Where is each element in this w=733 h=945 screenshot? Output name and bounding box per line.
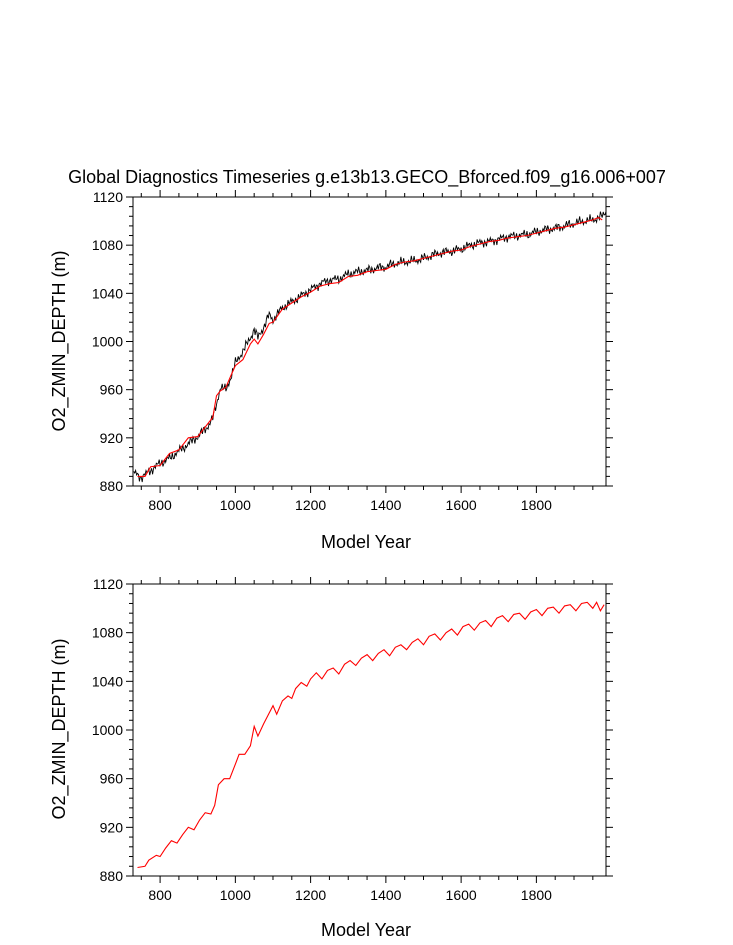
x-axis-label-bottom: Model Year: [321, 920, 411, 940]
x-tick-label: 1200: [295, 497, 326, 513]
y-tick-label: 920: [100, 430, 124, 446]
x-tick-label: 1600: [446, 887, 477, 903]
plot-frame: [132, 583, 607, 877]
x-tick-label: 800: [148, 887, 172, 903]
chart-title: Global Diagnostics Timeseries g.e13b13.G…: [68, 167, 666, 188]
y-tick-label: 1000: [92, 334, 123, 350]
plot-bottom: 800 1000 1200 1400 1600 1800 880 920 960 1000 1040…: [92, 576, 613, 903]
y-tick-label: 880: [100, 868, 124, 884]
x-tick-label: 1400: [370, 497, 401, 513]
x-tick-label: 1200: [295, 887, 326, 903]
y-tick-label: 1120: [93, 576, 123, 592]
y-tick-label: 1040: [92, 673, 123, 689]
series-line-annual-mean: [137, 216, 603, 477]
y-tick-label: 960: [100, 771, 124, 787]
y-tick-label: 1040: [92, 285, 123, 301]
plot-frame: [132, 196, 607, 487]
x-tick-label: 800: [148, 497, 172, 513]
plot-top: 800 1000 1200 1400 1600 1800 880 920 960 1000 1040…: [92, 189, 613, 513]
x-tick-label: 1800: [521, 887, 552, 903]
series-line-annual-mean: [137, 601, 605, 869]
y-tick-label: 880: [100, 478, 124, 494]
y-axis-label-bottom: O2_ZMIN_DEPTH (m): [49, 638, 70, 819]
y-tick-label: 1080: [92, 625, 123, 641]
x-tick-label: 1000: [220, 887, 251, 903]
y-tick-label: 920: [100, 819, 124, 835]
y-tick-label: 960: [100, 382, 124, 398]
y-tick-label: 1000: [92, 722, 123, 738]
x-tick-label: 1400: [370, 887, 401, 903]
x-tick-label: 1000: [220, 497, 251, 513]
y-tick-label: 1120: [93, 189, 123, 205]
x-tick-label: 1800: [521, 497, 552, 513]
series-line-monthly: [133, 211, 606, 483]
x-axis-label-top: Model Year: [321, 532, 411, 552]
y-axis-label-top: O2_ZMIN_DEPTH (m): [49, 250, 70, 431]
x-tick-label: 1600: [446, 497, 477, 513]
y-tick-label: 1080: [92, 237, 123, 253]
